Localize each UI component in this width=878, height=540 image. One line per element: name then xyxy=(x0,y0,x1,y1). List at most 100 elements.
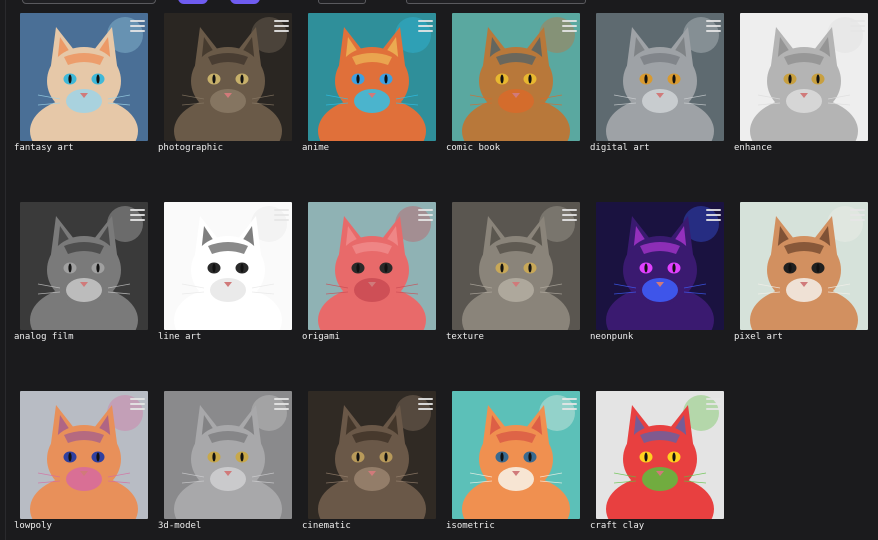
style-thumbnail[interactable] xyxy=(596,13,724,141)
style-label: 3d-model xyxy=(158,521,202,531)
style-card[interactable]: texture xyxy=(446,202,586,347)
stop-button[interactable] xyxy=(230,0,260,4)
hamburger-menu-icon[interactable] xyxy=(418,398,433,410)
hamburger-menu-icon[interactable] xyxy=(706,20,721,32)
hamburger-menu-icon[interactable] xyxy=(130,209,145,221)
hamburger-menu-icon[interactable] xyxy=(562,209,577,221)
style-card[interactable]: enhance xyxy=(734,13,874,158)
cat-forehead-marking xyxy=(64,242,104,254)
menu-bar xyxy=(130,20,145,22)
cat-forehead-marking xyxy=(496,431,536,443)
style-card[interactable]: comic book xyxy=(446,13,586,158)
style-card[interactable]: fantasy art xyxy=(14,13,154,158)
style-card[interactable]: line art xyxy=(158,202,298,347)
hamburger-menu-icon[interactable] xyxy=(130,20,145,32)
style-card[interactable]: 3d-model xyxy=(158,391,298,536)
style-card[interactable]: analog film xyxy=(14,202,154,347)
cat-nose xyxy=(512,471,520,476)
style-thumbnail[interactable] xyxy=(308,391,436,519)
cat-nose xyxy=(224,93,232,98)
menu-bar xyxy=(418,219,433,221)
cat-image xyxy=(308,202,436,330)
menu-bar xyxy=(130,219,145,221)
top-toolbar xyxy=(0,0,878,7)
cat-left-pupil xyxy=(68,452,72,462)
hamburger-menu-icon[interactable] xyxy=(562,20,577,32)
hamburger-menu-icon[interactable] xyxy=(562,398,577,410)
style-thumbnail[interactable] xyxy=(20,13,148,141)
prompt-input[interactable] xyxy=(406,0,586,4)
style-card[interactable]: lowpoly xyxy=(14,391,154,536)
style-card[interactable]: anime xyxy=(302,13,442,158)
cat-nose xyxy=(80,282,88,287)
cat-image xyxy=(20,391,148,519)
cat-image xyxy=(452,13,580,141)
style-thumbnail[interactable] xyxy=(308,13,436,141)
style-thumbnail[interactable] xyxy=(596,391,724,519)
hamburger-menu-icon[interactable] xyxy=(850,20,865,32)
count-input[interactable] xyxy=(318,0,366,4)
style-thumbnail[interactable] xyxy=(452,391,580,519)
cat-head xyxy=(191,47,265,115)
cat-forehead-marking xyxy=(640,431,680,443)
style-label: craft clay xyxy=(590,521,645,531)
cat-body xyxy=(30,286,138,330)
hamburger-menu-icon[interactable] xyxy=(418,209,433,221)
cat-left-pupil xyxy=(212,263,216,273)
toolbar-dotted-link[interactable] xyxy=(612,0,672,1)
style-thumbnail[interactable] xyxy=(164,391,292,519)
hamburger-menu-icon[interactable] xyxy=(274,20,289,32)
model-select[interactable] xyxy=(22,0,156,4)
style-card[interactable]: craft clay xyxy=(590,391,730,536)
cat-body xyxy=(750,97,858,141)
menu-bar xyxy=(562,408,577,410)
style-label: origami xyxy=(302,332,340,342)
style-card[interactable]: photographic xyxy=(158,13,298,158)
menu-bar xyxy=(274,219,289,221)
style-thumbnail[interactable] xyxy=(740,13,868,141)
hamburger-menu-icon[interactable] xyxy=(130,398,145,410)
style-card[interactable]: origami xyxy=(302,202,442,347)
cat-image xyxy=(164,13,292,141)
menu-bar xyxy=(274,20,289,22)
hamburger-menu-icon[interactable] xyxy=(274,398,289,410)
cat-right-pupil xyxy=(528,263,532,273)
style-thumbnail[interactable] xyxy=(20,391,148,519)
hamburger-menu-icon[interactable] xyxy=(706,398,721,410)
style-card[interactable]: neonpunk xyxy=(590,202,730,347)
menu-bar xyxy=(562,214,577,216)
cat-image xyxy=(164,202,292,330)
style-thumbnail[interactable] xyxy=(164,202,292,330)
style-card[interactable]: digital art xyxy=(590,13,730,158)
cat-muzzle xyxy=(354,467,390,491)
style-thumbnail[interactable] xyxy=(308,202,436,330)
cat-body xyxy=(174,97,282,141)
cat-right-pupil xyxy=(240,74,244,84)
style-thumbnail[interactable] xyxy=(596,202,724,330)
style-label: fantasy art xyxy=(14,143,74,153)
cat-body xyxy=(318,475,426,519)
hamburger-menu-icon[interactable] xyxy=(706,209,721,221)
hamburger-menu-icon[interactable] xyxy=(850,209,865,221)
cat-body xyxy=(174,475,282,519)
menu-bar xyxy=(274,408,289,410)
style-thumbnail[interactable] xyxy=(452,13,580,141)
cat-body xyxy=(462,475,570,519)
cat-right-pupil xyxy=(672,263,676,273)
style-card[interactable]: isometric xyxy=(446,391,586,536)
cat-whiskers xyxy=(181,283,275,295)
style-card[interactable]: cinematic xyxy=(302,391,442,536)
hamburger-menu-icon[interactable] xyxy=(274,209,289,221)
style-card[interactable]: pixel art xyxy=(734,202,874,347)
menu-bar xyxy=(706,398,721,400)
style-thumbnail[interactable] xyxy=(452,202,580,330)
style-thumbnail[interactable] xyxy=(20,202,148,330)
cat-body xyxy=(606,97,714,141)
hamburger-menu-icon[interactable] xyxy=(418,20,433,32)
style-label: digital art xyxy=(590,143,650,153)
generate-button[interactable] xyxy=(178,0,208,4)
style-thumbnail[interactable] xyxy=(740,202,868,330)
style-thumbnail[interactable] xyxy=(164,13,292,141)
cat-nose xyxy=(656,93,664,98)
cat-whiskers xyxy=(469,283,563,295)
